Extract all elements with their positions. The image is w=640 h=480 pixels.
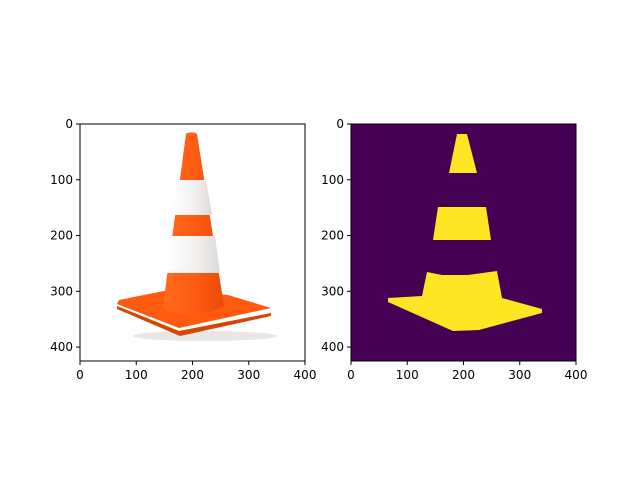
right-x-axis: 0 100 200 300 400 bbox=[347, 361, 587, 382]
right-y-tick-label: 0 bbox=[336, 117, 344, 131]
right-x-tick-label: 300 bbox=[508, 368, 531, 382]
right-x-tick-label: 0 bbox=[347, 368, 355, 382]
cone-stripe-lower bbox=[165, 236, 220, 273]
right-y-tick-label: 400 bbox=[321, 340, 344, 354]
left-y-tick-label: 0 bbox=[65, 117, 73, 131]
right-y-tick-label: 300 bbox=[321, 284, 344, 298]
left-x-tick-label: 400 bbox=[294, 368, 317, 382]
mask-base-segment bbox=[388, 271, 542, 331]
left-x-tick-label: 300 bbox=[237, 368, 260, 382]
right-y-tick-label: 100 bbox=[321, 173, 344, 187]
cone-photo bbox=[117, 132, 277, 341]
right-y-axis: 0 100 200 300 400 bbox=[321, 117, 351, 354]
cone-stripe-upper bbox=[172, 180, 212, 215]
cone-base-side bbox=[117, 306, 271, 336]
left-y-tick-label: 200 bbox=[50, 229, 73, 243]
left-x-axis: 0 100 200 300 400 bbox=[76, 361, 316, 382]
right-y-tick-label: 200 bbox=[321, 229, 344, 243]
left-y-axis: 0 100 200 300 400 bbox=[50, 117, 80, 354]
right-x-tick-label: 400 bbox=[565, 368, 588, 382]
left-y-tick-label: 100 bbox=[50, 173, 73, 187]
left-x-tick-label: 100 bbox=[125, 368, 148, 382]
mask-tip-segment bbox=[449, 134, 477, 173]
left-y-tick-label: 400 bbox=[50, 340, 73, 354]
cone-mask bbox=[388, 134, 542, 331]
mask-middle-segment bbox=[433, 207, 491, 240]
left-y-tick-label: 300 bbox=[50, 284, 73, 298]
cone-tip bbox=[186, 132, 197, 136]
right-x-tick-label: 100 bbox=[396, 368, 419, 382]
cone-shadow bbox=[133, 331, 277, 341]
left-x-tick-label: 200 bbox=[181, 368, 204, 382]
right-panel: 0 100 200 300 400 0 100 200 300 400 bbox=[321, 117, 587, 382]
left-x-tick-label: 0 bbox=[76, 368, 84, 382]
right-x-tick-label: 200 bbox=[452, 368, 475, 382]
left-panel: 0 100 200 300 400 0 100 200 300 400 bbox=[50, 117, 316, 382]
